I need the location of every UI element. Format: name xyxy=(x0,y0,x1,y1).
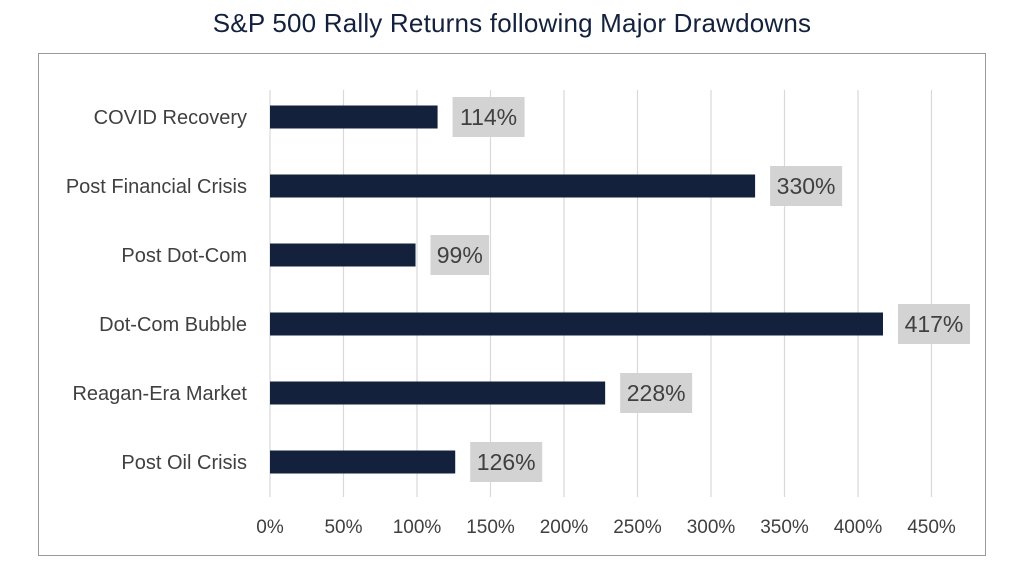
data-label-box xyxy=(430,235,490,275)
bar xyxy=(270,105,438,129)
x-tick-label: 450% xyxy=(907,517,956,538)
bar xyxy=(270,450,456,474)
bar xyxy=(270,381,606,405)
data-label: 126% xyxy=(477,449,536,475)
bar xyxy=(270,174,756,198)
data-label: 330% xyxy=(777,173,836,199)
x-tick-label: 300% xyxy=(687,517,736,538)
x-tick-label: 200% xyxy=(540,517,589,538)
x-tick-label: 100% xyxy=(393,517,442,538)
x-tick-label: 400% xyxy=(834,517,883,538)
x-tick-label: 150% xyxy=(466,517,515,538)
category-label: Dot-Com Bubble xyxy=(99,314,247,336)
data-label-box xyxy=(470,442,543,482)
category-label: Post Financial Crisis xyxy=(66,176,247,198)
x-tick-label: 350% xyxy=(760,517,809,538)
category-label: Post Dot-Com xyxy=(121,245,247,267)
data-label-box xyxy=(770,166,843,206)
data-label: 417% xyxy=(905,311,964,337)
category-label: COVID Recovery xyxy=(94,107,247,129)
x-tick-label: 0% xyxy=(256,517,284,538)
bar xyxy=(270,243,416,267)
plot-frame xyxy=(38,53,986,556)
bar xyxy=(270,312,883,336)
category-label: Post Oil Crisis xyxy=(121,452,247,474)
x-tick-label: 250% xyxy=(613,517,662,538)
chart-title: S&P 500 Rally Returns following Major Dr… xyxy=(212,8,812,38)
data-label-box xyxy=(897,304,970,344)
data-label-box xyxy=(452,97,525,137)
category-label: Reagan-Era Market xyxy=(72,383,247,405)
data-label-box xyxy=(620,373,693,413)
x-tick-label: 50% xyxy=(324,517,362,538)
data-label: 99% xyxy=(437,242,483,268)
data-label: 228% xyxy=(627,380,686,406)
data-label: 114% xyxy=(460,104,517,130)
